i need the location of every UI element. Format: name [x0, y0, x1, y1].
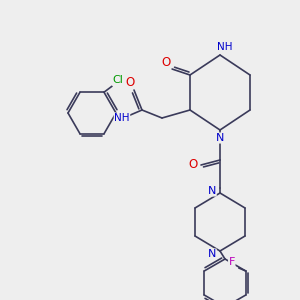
Text: Cl: Cl	[112, 75, 123, 85]
Text: NH: NH	[114, 113, 130, 123]
Text: N: N	[208, 186, 216, 196]
Text: NH: NH	[217, 42, 233, 52]
Text: O: O	[188, 158, 198, 172]
Text: O: O	[125, 76, 135, 88]
Text: F: F	[229, 257, 235, 267]
Text: O: O	[161, 56, 171, 70]
Text: N: N	[216, 133, 224, 143]
Text: N: N	[208, 249, 216, 259]
